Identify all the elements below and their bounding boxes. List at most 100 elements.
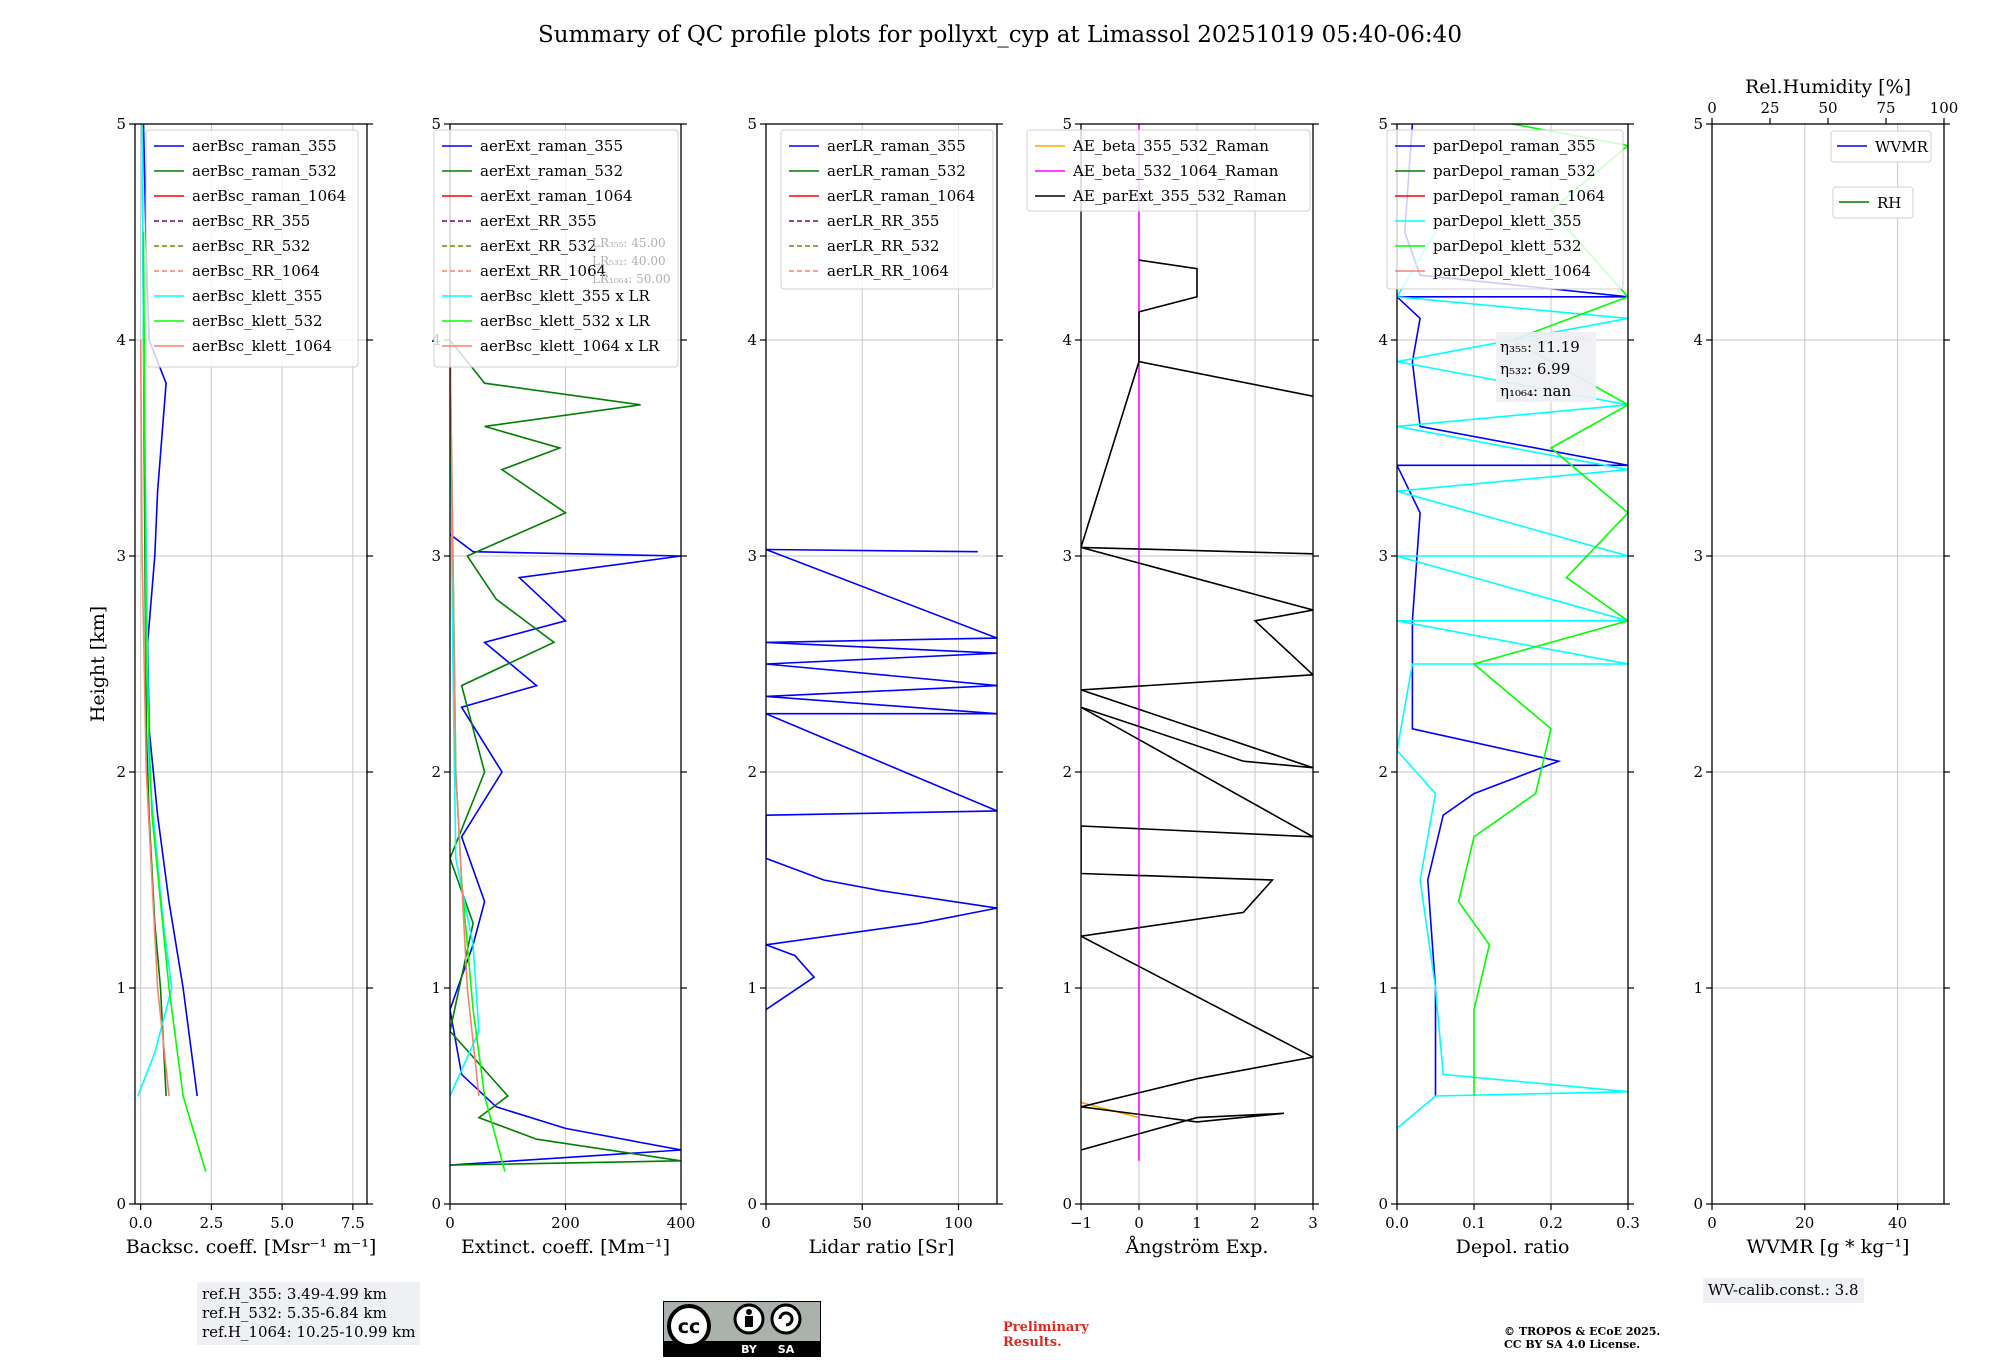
figure-title: Summary of QC profile plots for pollyxt_… xyxy=(538,22,1462,48)
legend-box xyxy=(1386,129,1624,290)
legend-box xyxy=(145,129,359,368)
legend-entry: aerBsc_RR_355 xyxy=(192,212,310,230)
lr-annotation: LR₃₅₅: 45.00 xyxy=(592,236,666,250)
y-tick-label: 5 xyxy=(116,115,126,133)
cc-logo-text: cc xyxy=(678,1316,701,1338)
legend-entry: aerExt_RR_355 xyxy=(480,212,597,230)
x-tick-label: 1 xyxy=(1192,1214,1202,1232)
legend-box xyxy=(433,129,679,368)
depol-panel: 0.0 0.1 0.2 0.3 0 1 2 3 4 5 Depol. ratio parDepol_r… xyxy=(1378,115,1639,1258)
wv-calib-const: WV-calib.const.: 3.8 xyxy=(1708,1281,1859,1299)
backscatter-panel: 0.0 2.5 5.0 7.5 0 1 2 3 4 5 Backsc. coeff. [Msr⁻¹ … xyxy=(87,115,376,1258)
eta-box xyxy=(1496,332,1596,402)
sa-arrow-icon xyxy=(778,1311,794,1327)
legend-box xyxy=(1830,130,1932,163)
series-line-aerBsc_klett_532 xyxy=(142,231,207,1172)
y-tick-label: 3 xyxy=(116,547,126,565)
y-tick-label: 5 xyxy=(1062,115,1072,133)
y-tick-label: 1 xyxy=(431,979,441,997)
x2-axis-label: Rel.Humidity [%] xyxy=(1745,76,1911,98)
legend-box xyxy=(780,129,994,290)
depol-axes-frame xyxy=(1396,123,1629,1205)
copyright-note: © TROPOS & ECoE 2025. CC BY SA 4.0 Licen… xyxy=(1504,1325,1660,1351)
legend-entry: aerBsc_raman_355 xyxy=(192,137,337,155)
preliminary-line-1: Preliminary xyxy=(1003,1320,1089,1335)
legend-box xyxy=(1832,186,1914,219)
lidar_ratio-series-group xyxy=(766,548,997,1011)
series-line-aerBsc_klett_1064 xyxy=(139,339,170,1097)
x-tick-label: 0 xyxy=(1134,1214,1144,1232)
x2-tick-label: 25 xyxy=(1760,99,1779,117)
x-tick-label: 0 xyxy=(445,1214,455,1232)
wv-calib-box: WV-calib.const.: 3.8 xyxy=(1703,1278,1864,1303)
legend-entry: aerLR_RR_355 xyxy=(827,212,939,230)
legend-entry: aerBsc_klett_532 x LR xyxy=(480,312,651,330)
lr-annotation: LR₁₀₆₄: 50.00 xyxy=(592,272,670,286)
legend-entry: parDepol_raman_355 xyxy=(1433,137,1596,155)
x-tick-label: 200 xyxy=(551,1214,580,1232)
y-tick-label: 4 xyxy=(1378,331,1388,349)
legend-entry: aerExt_raman_532 xyxy=(480,162,623,180)
ref-height-1064: ref.H_1064: 10.25-10.99 km xyxy=(202,1323,416,1341)
x-tick-label: 3 xyxy=(1308,1214,1318,1232)
y-tick-label: 2 xyxy=(1062,763,1072,781)
lidar_ratio-panel: 0 50 100 0 1 2 3 4 5 Lidar ratio [Sr] aerLR_raman_… xyxy=(747,115,1003,1258)
x-tick-label: 100 xyxy=(944,1214,973,1232)
eta-annotation: η₅₃₂: 6.99 xyxy=(1500,360,1570,378)
x-axis-label: Ångström Exp. xyxy=(1125,1236,1269,1258)
x-axis-label: Extinct. coeff. [Mm⁻¹] xyxy=(461,1236,670,1258)
cc-by-text: BY xyxy=(741,1343,758,1356)
lr-annotation: LR₅₃₂: 40.00 xyxy=(592,254,666,268)
x-tick-label: 7.5 xyxy=(341,1214,365,1232)
legend-entry: aerLR_RR_1064 xyxy=(827,262,949,280)
x-tick-label: 2.5 xyxy=(199,1214,223,1232)
y-tick-label: 3 xyxy=(1693,547,1703,565)
y-tick-label: 3 xyxy=(1062,547,1072,565)
legend-entry: parDepol_klett_1064 xyxy=(1433,262,1591,280)
y-tick-label: 3 xyxy=(431,547,441,565)
y-tick-label: 1 xyxy=(1693,979,1703,997)
legend-entry: aerExt_raman_355 xyxy=(480,137,623,155)
legend-entry: aerBsc_RR_532 xyxy=(192,237,310,255)
legend-entry: parDepol_klett_355 xyxy=(1433,212,1582,230)
y-tick-label: 5 xyxy=(747,115,757,133)
legend-entry: aerBsc_klett_532 xyxy=(192,312,323,330)
legend-entry: parDepol_klett_532 xyxy=(1433,237,1582,255)
y-tick-label: 1 xyxy=(1378,979,1388,997)
legend-entry: AE_parExt_355_532_Raman xyxy=(1072,187,1287,205)
legend-entry: RH xyxy=(1877,194,1901,212)
legend-entry: aerLR_raman_1064 xyxy=(827,187,975,205)
by-person-icon xyxy=(746,1309,752,1315)
x2-tick-label: 0 xyxy=(1707,99,1717,117)
y-tick-label: 2 xyxy=(747,763,757,781)
y-tick-label: 4 xyxy=(747,331,757,349)
x-tick-label: 40 xyxy=(1888,1214,1907,1232)
legend-entry: aerExt_RR_1064 xyxy=(480,262,606,280)
legend-entry: aerLR_RR_532 xyxy=(827,237,939,255)
x-axis-label: WVMR [g * kg⁻¹] xyxy=(1747,1236,1910,1258)
x-tick-label: −1 xyxy=(1070,1214,1092,1232)
x2-tick-label: 50 xyxy=(1818,99,1837,117)
lidar_ratio-axes-frame xyxy=(765,123,998,1205)
legend-entry: aerBsc_klett_1064 x LR xyxy=(480,337,660,355)
x-axis-label: Backsc. coeff. [Msr⁻¹ m⁻¹] xyxy=(126,1236,377,1258)
y-tick-label: 0 xyxy=(431,1195,441,1213)
wvmr-panel: 0 20 40 0 1 2 3 4 5 WVMR [g * kg⁻¹] 0 25 50 75 100 Rel.… xyxy=(1693,76,1958,1258)
y-tick-label: 2 xyxy=(1378,763,1388,781)
preliminary-note: Preliminary Results. xyxy=(1003,1320,1089,1350)
y-tick-label: 0 xyxy=(116,1195,126,1213)
legend-entry: aerBsc_raman_532 xyxy=(192,162,337,180)
y-tick-label: 1 xyxy=(747,979,757,997)
y-tick-label: 1 xyxy=(1062,979,1072,997)
ref-height-355: ref.H_355: 3.49-4.99 km xyxy=(202,1285,387,1303)
y-tick-label: 2 xyxy=(116,763,126,781)
legend-entry: aerBsc_klett_355 xyxy=(192,287,323,305)
x2-tick-label: 75 xyxy=(1876,99,1895,117)
x-tick-label: 0.0 xyxy=(1385,1214,1409,1232)
legend-box xyxy=(1026,129,1311,212)
series-line-parDepol_klett_532 xyxy=(1457,124,1628,1096)
y-tick-label: 4 xyxy=(1693,331,1703,349)
legend-entry: aerLR_raman_532 xyxy=(827,162,966,180)
